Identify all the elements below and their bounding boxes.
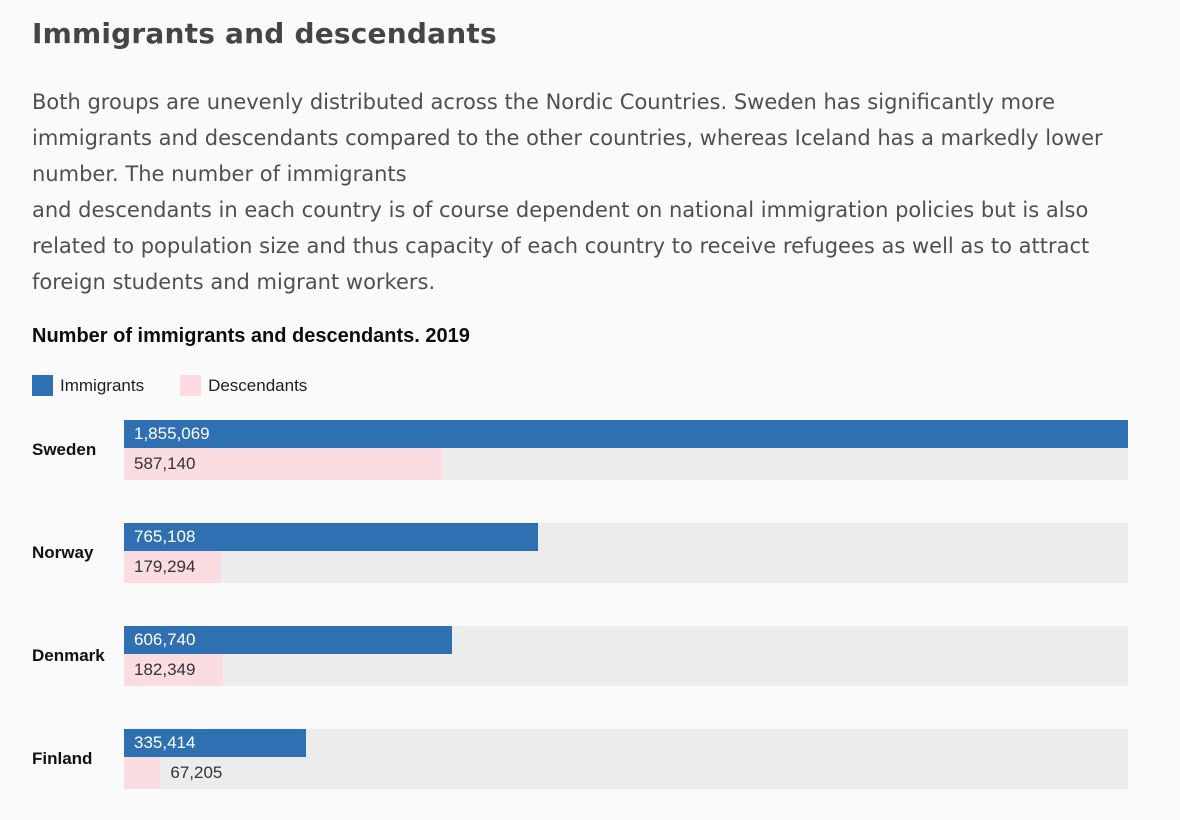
chart-row: Sweden 1,855,069 587,140 (32, 420, 1128, 480)
category-label: Sweden (32, 440, 97, 459)
bar-track: 335,414 67,205 (124, 729, 1128, 789)
legend-label: Descendants (208, 375, 308, 395)
legend-swatch-icon (32, 375, 53, 396)
category-label: Denmark (32, 646, 105, 665)
legend-label: Immigrants (60, 375, 145, 395)
descendants-bar: 67,205 (124, 757, 222, 789)
chart-rows: Sweden 1,855,069 587,140 Norway 765,108 179,2… (32, 420, 1128, 789)
bar-track: 606,740 182,349 (124, 626, 1128, 686)
bar-value: 1,855,069 (134, 424, 210, 443)
chart-legend: Immigrants Descendants (32, 375, 1128, 396)
chart-title: Number of immigrants and descendants. 20… (32, 325, 470, 347)
legend-item-descendants: Descendants (180, 375, 307, 396)
immigrants-bar: 765,108 (124, 523, 539, 551)
legend-swatch-icon (180, 375, 202, 396)
category-label: Norway (32, 543, 94, 562)
chart: Number of immigrants and descendants. 20… (32, 324, 1128, 789)
bar-value: 587,140 (134, 454, 196, 473)
intro-paragraph: Both groups are unevenly distributed acr… (32, 90, 1103, 294)
bar-value: 606,740 (134, 630, 196, 649)
bar-value: 765,108 (134, 527, 196, 546)
immigrants-bar: 335,414 (124, 729, 306, 757)
descendants-bar: 182,349 (124, 654, 223, 686)
page: Immigrants and descendants Both groups a… (32, 17, 1128, 789)
bar-value: 67,205 (170, 763, 223, 782)
bar-track: 1,855,069 587,140 (124, 420, 1128, 480)
bar-value: 182,349 (134, 660, 196, 679)
legend-item-immigrants: Immigrants (32, 375, 144, 396)
descendants-bar: 179,294 (124, 551, 222, 583)
bar-value: 335,414 (134, 733, 196, 752)
immigrants-bar: 1,855,069 (124, 420, 1128, 448)
chart-row: Norway 765,108 179,294 (32, 523, 1128, 583)
chart-row: Finland 335,414 67,205 (32, 729, 1128, 789)
category-label: Finland (32, 749, 93, 768)
bar-track: 765,108 179,294 (124, 523, 1128, 583)
bar-value: 179,294 (134, 557, 196, 576)
descendants-bar: 587,140 (124, 448, 442, 480)
page-title: Immigrants and descendants (32, 17, 497, 50)
chart-row: Denmark 606,740 182,349 (32, 626, 1128, 686)
immigrants-bar: 606,740 (124, 626, 453, 654)
